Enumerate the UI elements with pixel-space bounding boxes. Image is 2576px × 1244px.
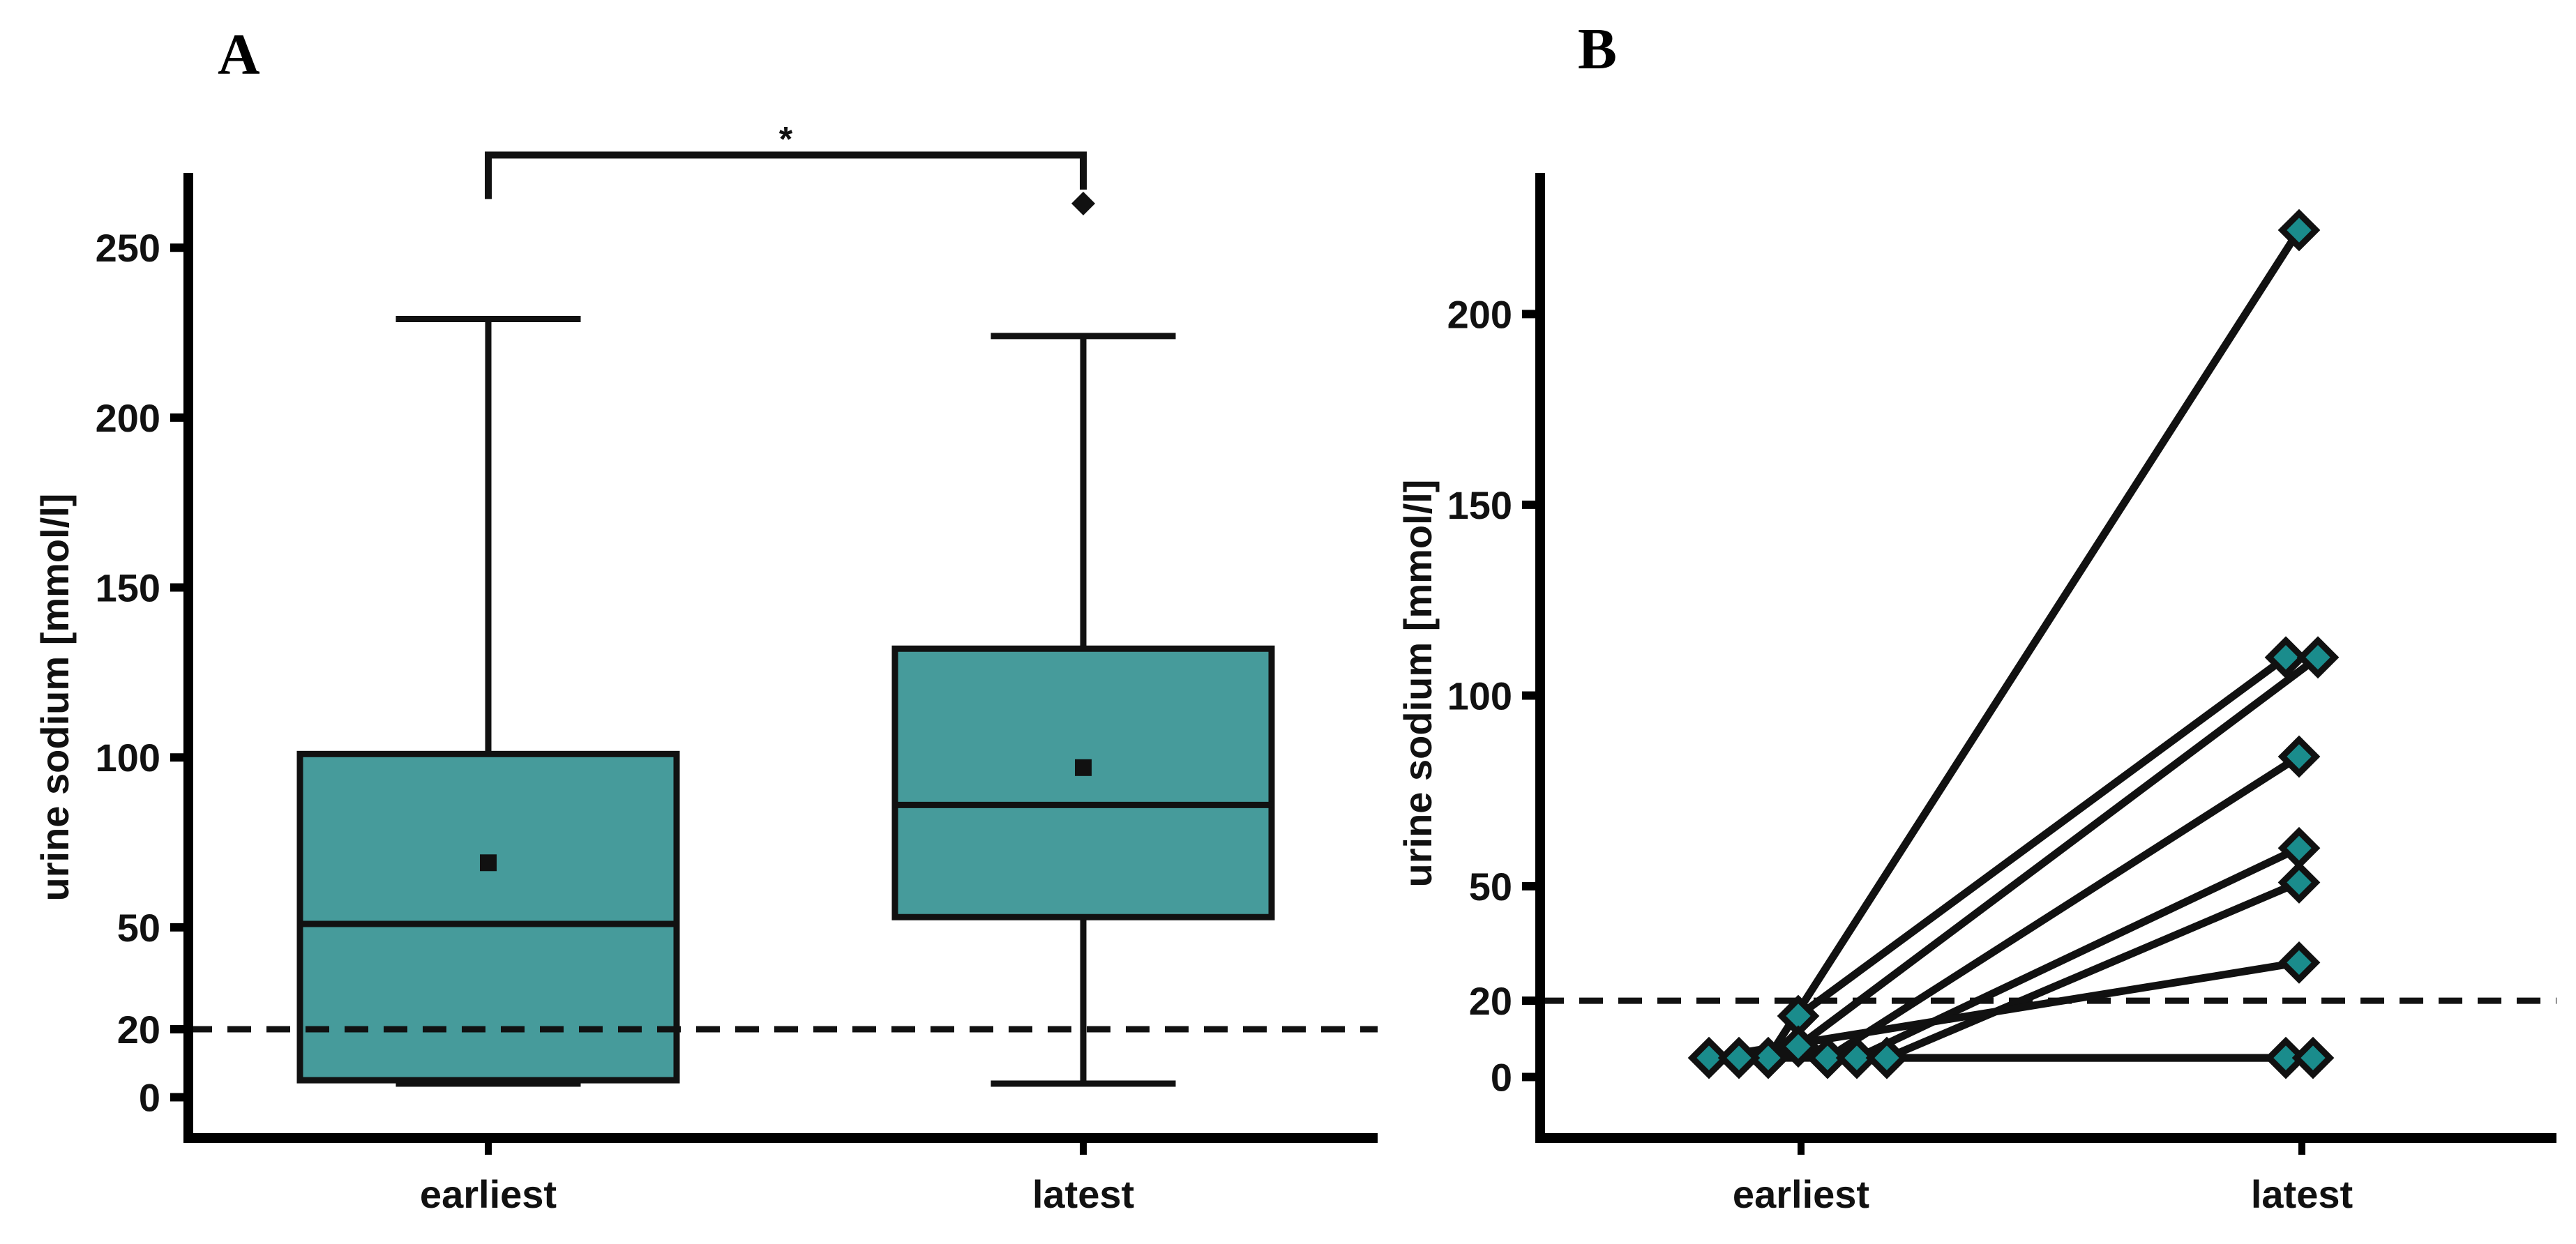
panel-b-pair-lines bbox=[1705, 226, 2322, 1062]
y-tick-label: 100 bbox=[96, 736, 160, 780]
panel-a-boxes bbox=[296, 191, 1275, 1087]
latest-marker bbox=[2296, 636, 2340, 679]
latest-marker bbox=[2277, 735, 2321, 778]
box-mean-marker bbox=[480, 854, 497, 872]
latest-marker bbox=[2277, 861, 2321, 904]
latest-marker bbox=[2277, 941, 2321, 984]
x-tick-label: latest bbox=[2251, 1172, 2353, 1216]
panel-a-x-ticks: earliest latest bbox=[420, 1138, 1134, 1216]
x-tick-label: latest bbox=[1032, 1172, 1134, 1216]
panel-a-letter: A bbox=[218, 22, 260, 87]
earliest-marker bbox=[1777, 1025, 1820, 1068]
pair-line bbox=[1794, 653, 2290, 1020]
y-tick-label: 150 bbox=[96, 566, 160, 610]
y-tick-label: 20 bbox=[1469, 979, 1512, 1023]
box-mean-marker bbox=[1075, 759, 1092, 776]
earliest-marker bbox=[1835, 1036, 1878, 1079]
panel-a-y-ticks: 0 20 50 100 150 200 250 bbox=[96, 226, 188, 1120]
pair-line bbox=[1823, 752, 2303, 1062]
panel-a: A * 0 20 50 100 150 200 250 earliest latest uri… bbox=[33, 22, 1378, 1216]
latest-marker bbox=[2264, 1036, 2307, 1079]
panel-b-letter: B bbox=[1578, 17, 1617, 82]
y-tick-label: 200 bbox=[1447, 292, 1512, 336]
box-iqr bbox=[296, 750, 680, 1084]
y-tick-label: 100 bbox=[1447, 674, 1512, 718]
latest-marker bbox=[2277, 208, 2321, 252]
y-tick-label: 0 bbox=[139, 1076, 160, 1120]
panel-b: B 0 20 50 100 150 200 earliest latest urine so… bbox=[1396, 17, 2556, 1216]
x-tick-label: earliest bbox=[420, 1172, 557, 1216]
latest-marker bbox=[2264, 636, 2307, 679]
y-tick-label: 50 bbox=[1469, 865, 1512, 909]
latest-marker bbox=[2291, 1036, 2335, 1079]
x-tick-label: earliest bbox=[1733, 1172, 1869, 1216]
earliest-marker bbox=[1806, 1036, 1849, 1079]
y-tick-label: 200 bbox=[96, 396, 160, 440]
y-tick-label: 150 bbox=[1447, 483, 1512, 527]
y-tick-label: 250 bbox=[96, 226, 160, 270]
panel-a-y-axis-title: urine sodium [mmol/l] bbox=[33, 494, 77, 902]
pair-line bbox=[1764, 226, 2303, 1062]
earliest-marker bbox=[1687, 1036, 1731, 1079]
outlier-marker bbox=[1071, 191, 1095, 215]
box-latest bbox=[891, 191, 1275, 1087]
earliest-marker bbox=[1747, 1036, 1790, 1079]
earliest-marker bbox=[1865, 1036, 1908, 1079]
latest-marker bbox=[2277, 826, 2321, 870]
y-tick-label: 50 bbox=[117, 906, 160, 950]
earliest-marker bbox=[1717, 1036, 1761, 1079]
significance-bracket-line bbox=[485, 151, 1087, 199]
y-tick-label: 0 bbox=[1491, 1055, 1512, 1099]
y-tick-label: 20 bbox=[117, 1008, 160, 1052]
panel-b-x-ticks: earliest latest bbox=[1733, 1138, 2353, 1216]
box-earliest bbox=[296, 316, 680, 1087]
panel-b-y-axis-title: urine sodium [mmol/l] bbox=[1396, 480, 1440, 888]
pair-line bbox=[1883, 878, 2303, 1062]
box-iqr bbox=[891, 645, 1275, 920]
significance-bracket bbox=[485, 151, 1087, 199]
panel-b-y-ticks: 0 20 50 100 150 200 bbox=[1447, 292, 1540, 1099]
pair-line bbox=[1794, 653, 2322, 1051]
panel-b-markers bbox=[1687, 208, 2340, 1079]
significance-star: * bbox=[779, 119, 793, 158]
